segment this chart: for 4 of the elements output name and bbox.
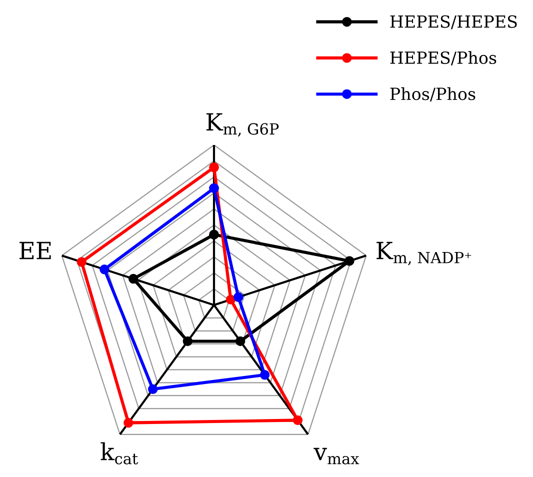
spoke-label: EE [20, 242, 51, 260]
legend-label: HEPES/Phos [390, 51, 496, 66]
legend-label: HEPES/HEPES [390, 15, 517, 30]
legend-label: Phos/Phos [390, 87, 476, 102]
